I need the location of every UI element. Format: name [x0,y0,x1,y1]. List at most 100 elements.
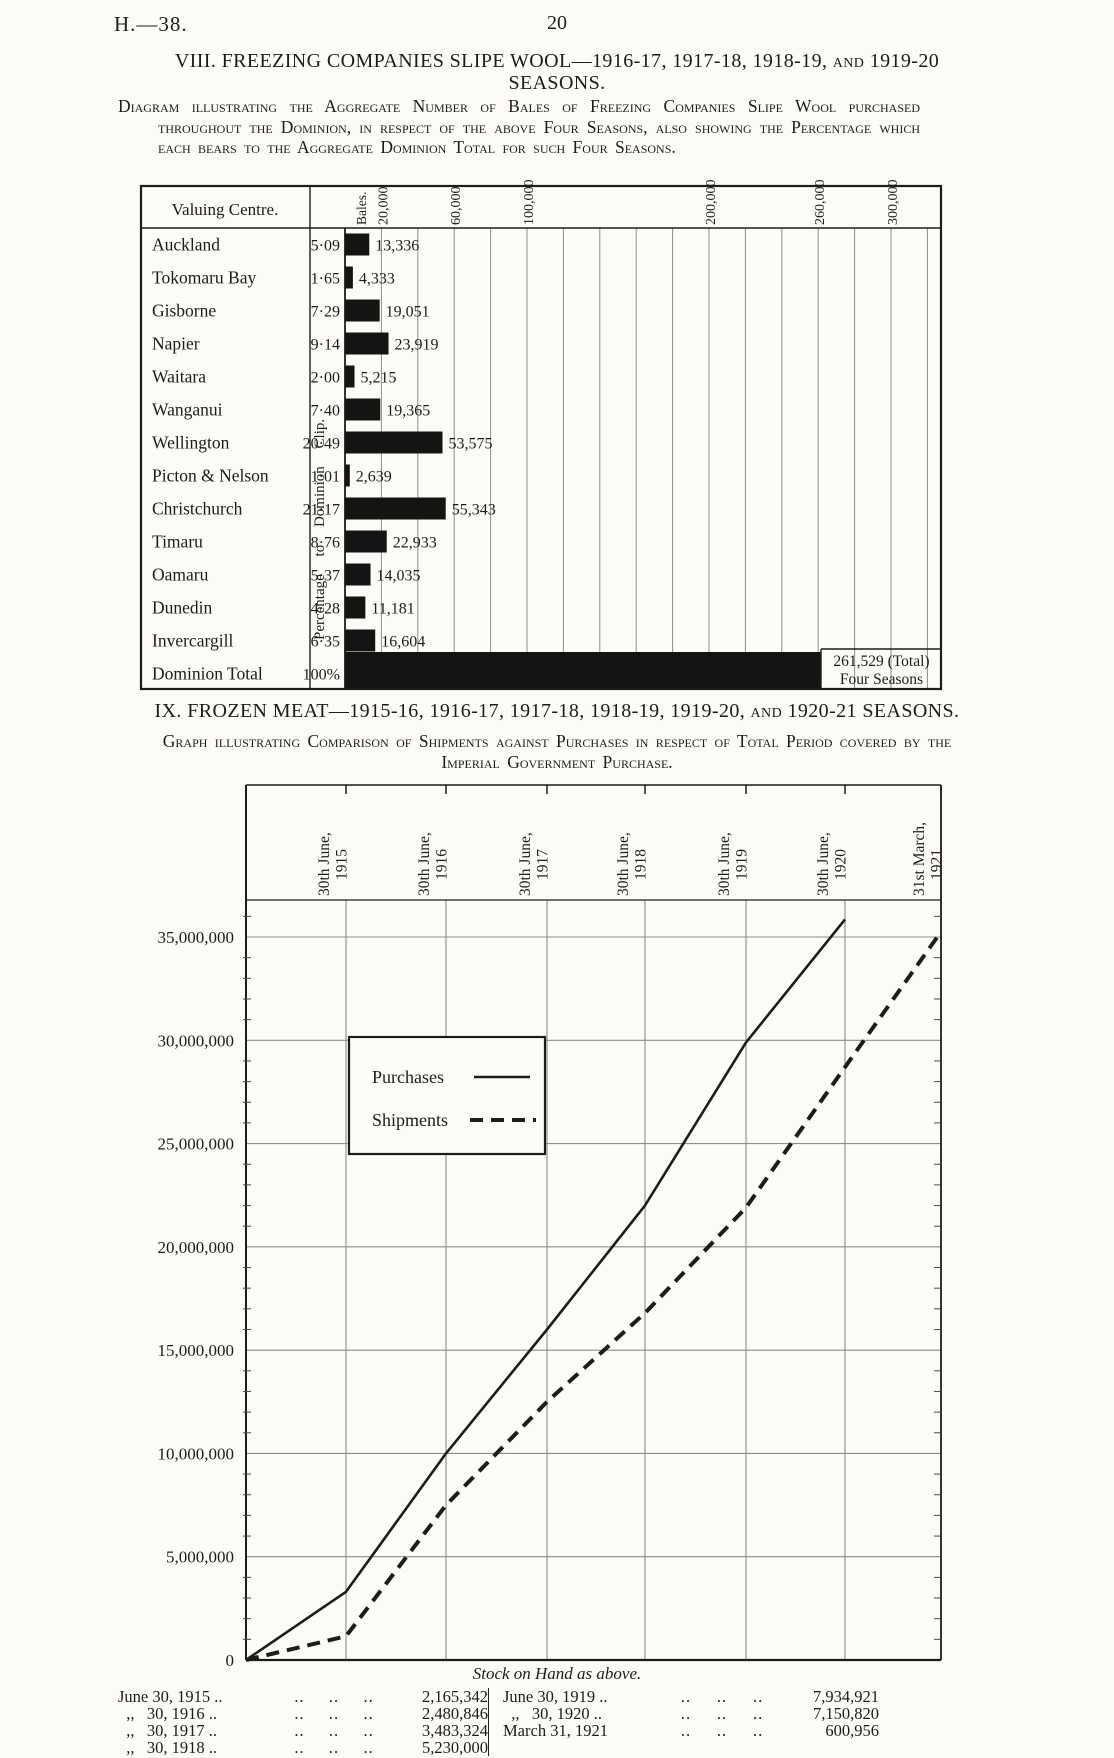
bar-value-label-christchurch: 55,343 [452,502,496,519]
pct-label-oamaru: 5·37 [311,568,340,585]
stock-value: 600,956 [825,1721,879,1740]
date-year-label-1915: 1915 [334,849,351,880]
pct-label-timaru: 8·76 [311,535,340,552]
centre-label-wellington: Wellington [152,433,230,453]
centre-label-timaru: Timaru [152,532,203,552]
stock-date: March 31, 1921 [503,1721,608,1740]
axis-tick-label: 20,000 [376,187,391,226]
axis-tick-label: 200,000 [704,180,719,226]
y-tick-label-25m: 25,000,000 [158,1135,235,1154]
legend-purchases-label: Purchases [372,1067,444,1087]
section-ix-subtitle: Graph illustrating Comparison of Shipmen… [162,731,952,772]
bar-value-label-oamaru: 14,035 [377,568,421,585]
y-tick-label-0: 0 [226,1651,235,1670]
stock-row: June 30, 1919 ........ 7,934,921 [503,1688,879,1705]
date-label-1920: 30th June, [815,832,832,896]
pct-label-christchurch: 21·17 [303,502,340,519]
stock-row: June 30, 1915 ........ 2,165,342 [118,1688,488,1705]
date-year-label-1921: 1921 [929,849,946,880]
y-tick-label-35m: 35,000,000 [158,928,235,947]
section-viii-title: VIII. FREEZING COMPANIES SLIPE WOOL—1916… [174,50,940,94]
pct-label-tokomaru-bay: 1·65 [311,271,340,288]
leader-dots: ...... [294,1687,374,1706]
y-tick-label-5m: 5,000,000 [166,1548,234,1567]
stock-row: ,, 30, 1918 ........ 5,230,000 [118,1739,488,1756]
date-label-1917: 30th June, [517,832,534,896]
y-tick-label-30m: 30,000,000 [158,1031,235,1050]
y-tick-label-10m: 10,000,000 [158,1444,235,1463]
centre-label-oamaru: Oamaru [152,565,209,585]
frozen-meat-line-chart: 0 5,000,000 10,000,000 15,000,000 20,000,000… [120,690,1000,1670]
centre-label-gisborne: Gisborne [152,301,216,321]
centre-label-napier: Napier [152,334,200,354]
stock-table-right-column: June 30, 1919 ........ 7,934,921 ,, 30, 1… [488,1688,879,1756]
section-ix-title: IX. FROZEN MEAT—1915-16, 1916-17, 1917-1… [154,700,960,722]
stock-value: 7,934,921 [813,1687,879,1706]
centre-label-tokomaru-bay: Tokomaru Bay [152,268,256,288]
bar-value-label-timaru: 22,933 [393,535,437,552]
centre-label-christchurch: Christchurch [152,499,243,519]
stock-value: 2,165,342 [422,1687,488,1706]
bar-napier [345,332,389,355]
bar-picton-nelson [345,464,350,487]
bar-wanganui [345,398,381,421]
date-label-1915: 30th June, [316,832,333,896]
stock-table-caption: Stock on Hand as above. [472,1664,642,1683]
table-border [139,184,943,691]
bar-value-label-waitara: 5,215 [360,370,396,387]
legend-shipments-label: Shipments [372,1110,448,1130]
bar-auckland [345,233,370,256]
axis-tick-label: 260,000 [813,180,828,226]
y-tick-label-20m: 20,000,000 [158,1238,235,1257]
bar-christchurch [345,497,446,520]
date-year-label-1920: 1920 [833,849,850,880]
stock-row: ,, 30, 1920 ........ 7,150,820 [503,1705,879,1722]
pct-label-auckland: 5·09 [311,238,340,255]
column-header: Valuing Centre. [172,200,279,219]
leader-dots: ...... [680,1721,764,1740]
date-label-1921: 31st March, [911,822,928,896]
stock-value: 2,480,846 [422,1704,488,1723]
legend-box [347,1035,547,1156]
date-year-label-1917: 1917 [535,849,552,880]
bar-tokomaru-bay [345,266,353,289]
bar-value-label-dunedin: 11,181 [371,601,414,618]
pct-label-dunedin: 4·28 [311,601,340,618]
leader-dots: ...... [294,1704,374,1723]
pct-label-wanganui: 7·40 [311,403,340,420]
pct-label-invercargill: 6·35 [311,634,340,651]
stock-row: March 31, 1921...... 600,956 [503,1722,879,1739]
leader-dots: ...... [680,1704,764,1723]
bar-dunedin [345,596,366,619]
stock-date: ,, 30, 1918 .. [118,1738,217,1757]
leader-dots: ...... [294,1738,374,1757]
bar-value-label-wanganui: 19,365 [386,403,430,420]
bar-dominion-total [345,652,821,688]
bar-timaru [345,530,387,553]
date-year-label-1916: 1916 [434,849,451,880]
bar-value-label-auckland: 13,336 [375,238,419,255]
bar-value-label-napier: 23,919 [395,337,439,354]
axis-unit-label: Bales. [354,192,369,225]
bar-value-label-tokomaru-bay: 4,333 [359,271,395,288]
stock-row: ,, 30, 1916 ........ 2,480,846 [118,1705,488,1722]
stock-value: 7,150,820 [813,1704,879,1723]
pct-label-dominion-total: 100% [303,667,340,684]
date-label-1916: 30th June, [416,832,433,896]
centre-label-wanganui: Wanganui [152,400,223,420]
centre-label-dominion-total: Dominion Total [152,664,263,684]
bar-invercargill [345,629,376,652]
stock-value: 5,230,000 [422,1738,488,1757]
bar-value-label-gisborne: 19,051 [386,304,430,321]
section-viii-subtitle: Diagram illustrating the Aggregate Numbe… [118,96,920,157]
centre-label-dunedin: Dunedin [152,598,213,618]
pct-label-napier: 9·14 [311,337,340,354]
centre-label-waitara: Waitara [152,367,206,387]
stock-date: ,, 30, 1916 .. [118,1704,217,1723]
date-year-label-1919: 1919 [734,849,751,880]
bar-value-label-picton-nelson: 2,639 [356,469,392,486]
stock-table-left-column: June 30, 1915 ........ 2,165,342 ,, 30, 1… [118,1688,488,1756]
doc-reference: H.—38. [114,12,188,36]
stock-on-hand-table: June 30, 1915 ........ 2,165,342 ,, 30, 1… [118,1688,880,1756]
